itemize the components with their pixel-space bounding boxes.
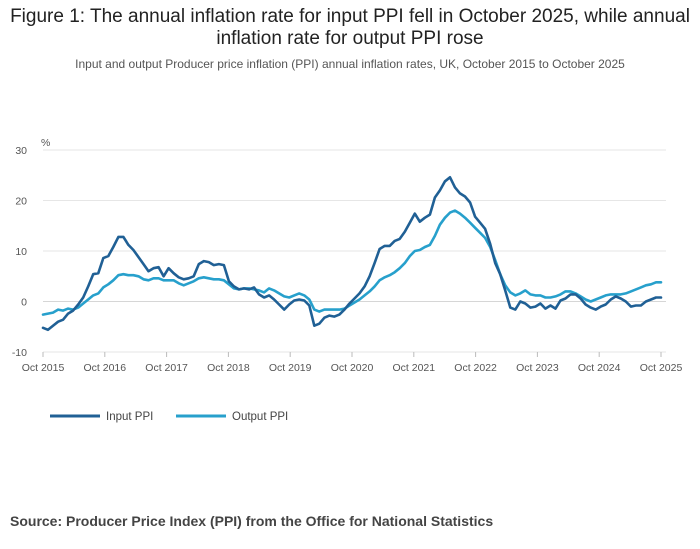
legend: Input PPI Output PPI [50,411,288,423]
legend-label-input-ppi[interactable]: Input PPI [106,411,153,423]
chart-title: Figure 1: The annual inflation rate for … [10,6,690,49]
x-tick-label: Oct 2025 [640,362,683,374]
legend-label-output-ppi[interactable]: Output PPI [232,411,288,423]
x-axis-ticks: Oct 2015 Oct 2016 Oct 2017 Oct 2018 Oct 2019… [22,352,683,374]
x-tick-label: Oct 2019 [269,362,312,374]
gridlines [43,149,666,353]
series-line-input-ppi[interactable] [41,176,663,332]
y-tick-label: 10 [15,246,27,258]
x-tick-label: Oct 2022 [454,362,497,374]
x-tick-label: Oct 2015 [22,362,65,374]
x-tick-label: Oct 2020 [331,362,374,374]
x-tick-label: Oct 2024 [578,362,621,374]
y-tick-label: -10 [12,347,27,359]
chart-subtitle: Input and output Producer price inflatio… [75,57,625,71]
x-tick-label: Oct 2018 [207,362,250,374]
y-tick-label: 0 [21,297,27,309]
y-tick-label: 30 [15,145,27,157]
x-tick-label: Oct 2017 [145,362,188,374]
series-lines [41,176,663,332]
source-note: Source: Producer Price Index (PPI) from … [10,513,494,529]
y-axis-ticks: -10 0 10 20 30 [12,145,27,359]
x-tick-label: Oct 2016 [83,362,126,374]
x-tick-label: Oct 2023 [516,362,559,374]
x-tick-label: Oct 2021 [392,362,435,374]
y-axis-label: % [41,137,50,149]
y-tick-label: 20 [15,196,27,208]
series-line-output-ppi[interactable] [41,209,663,316]
